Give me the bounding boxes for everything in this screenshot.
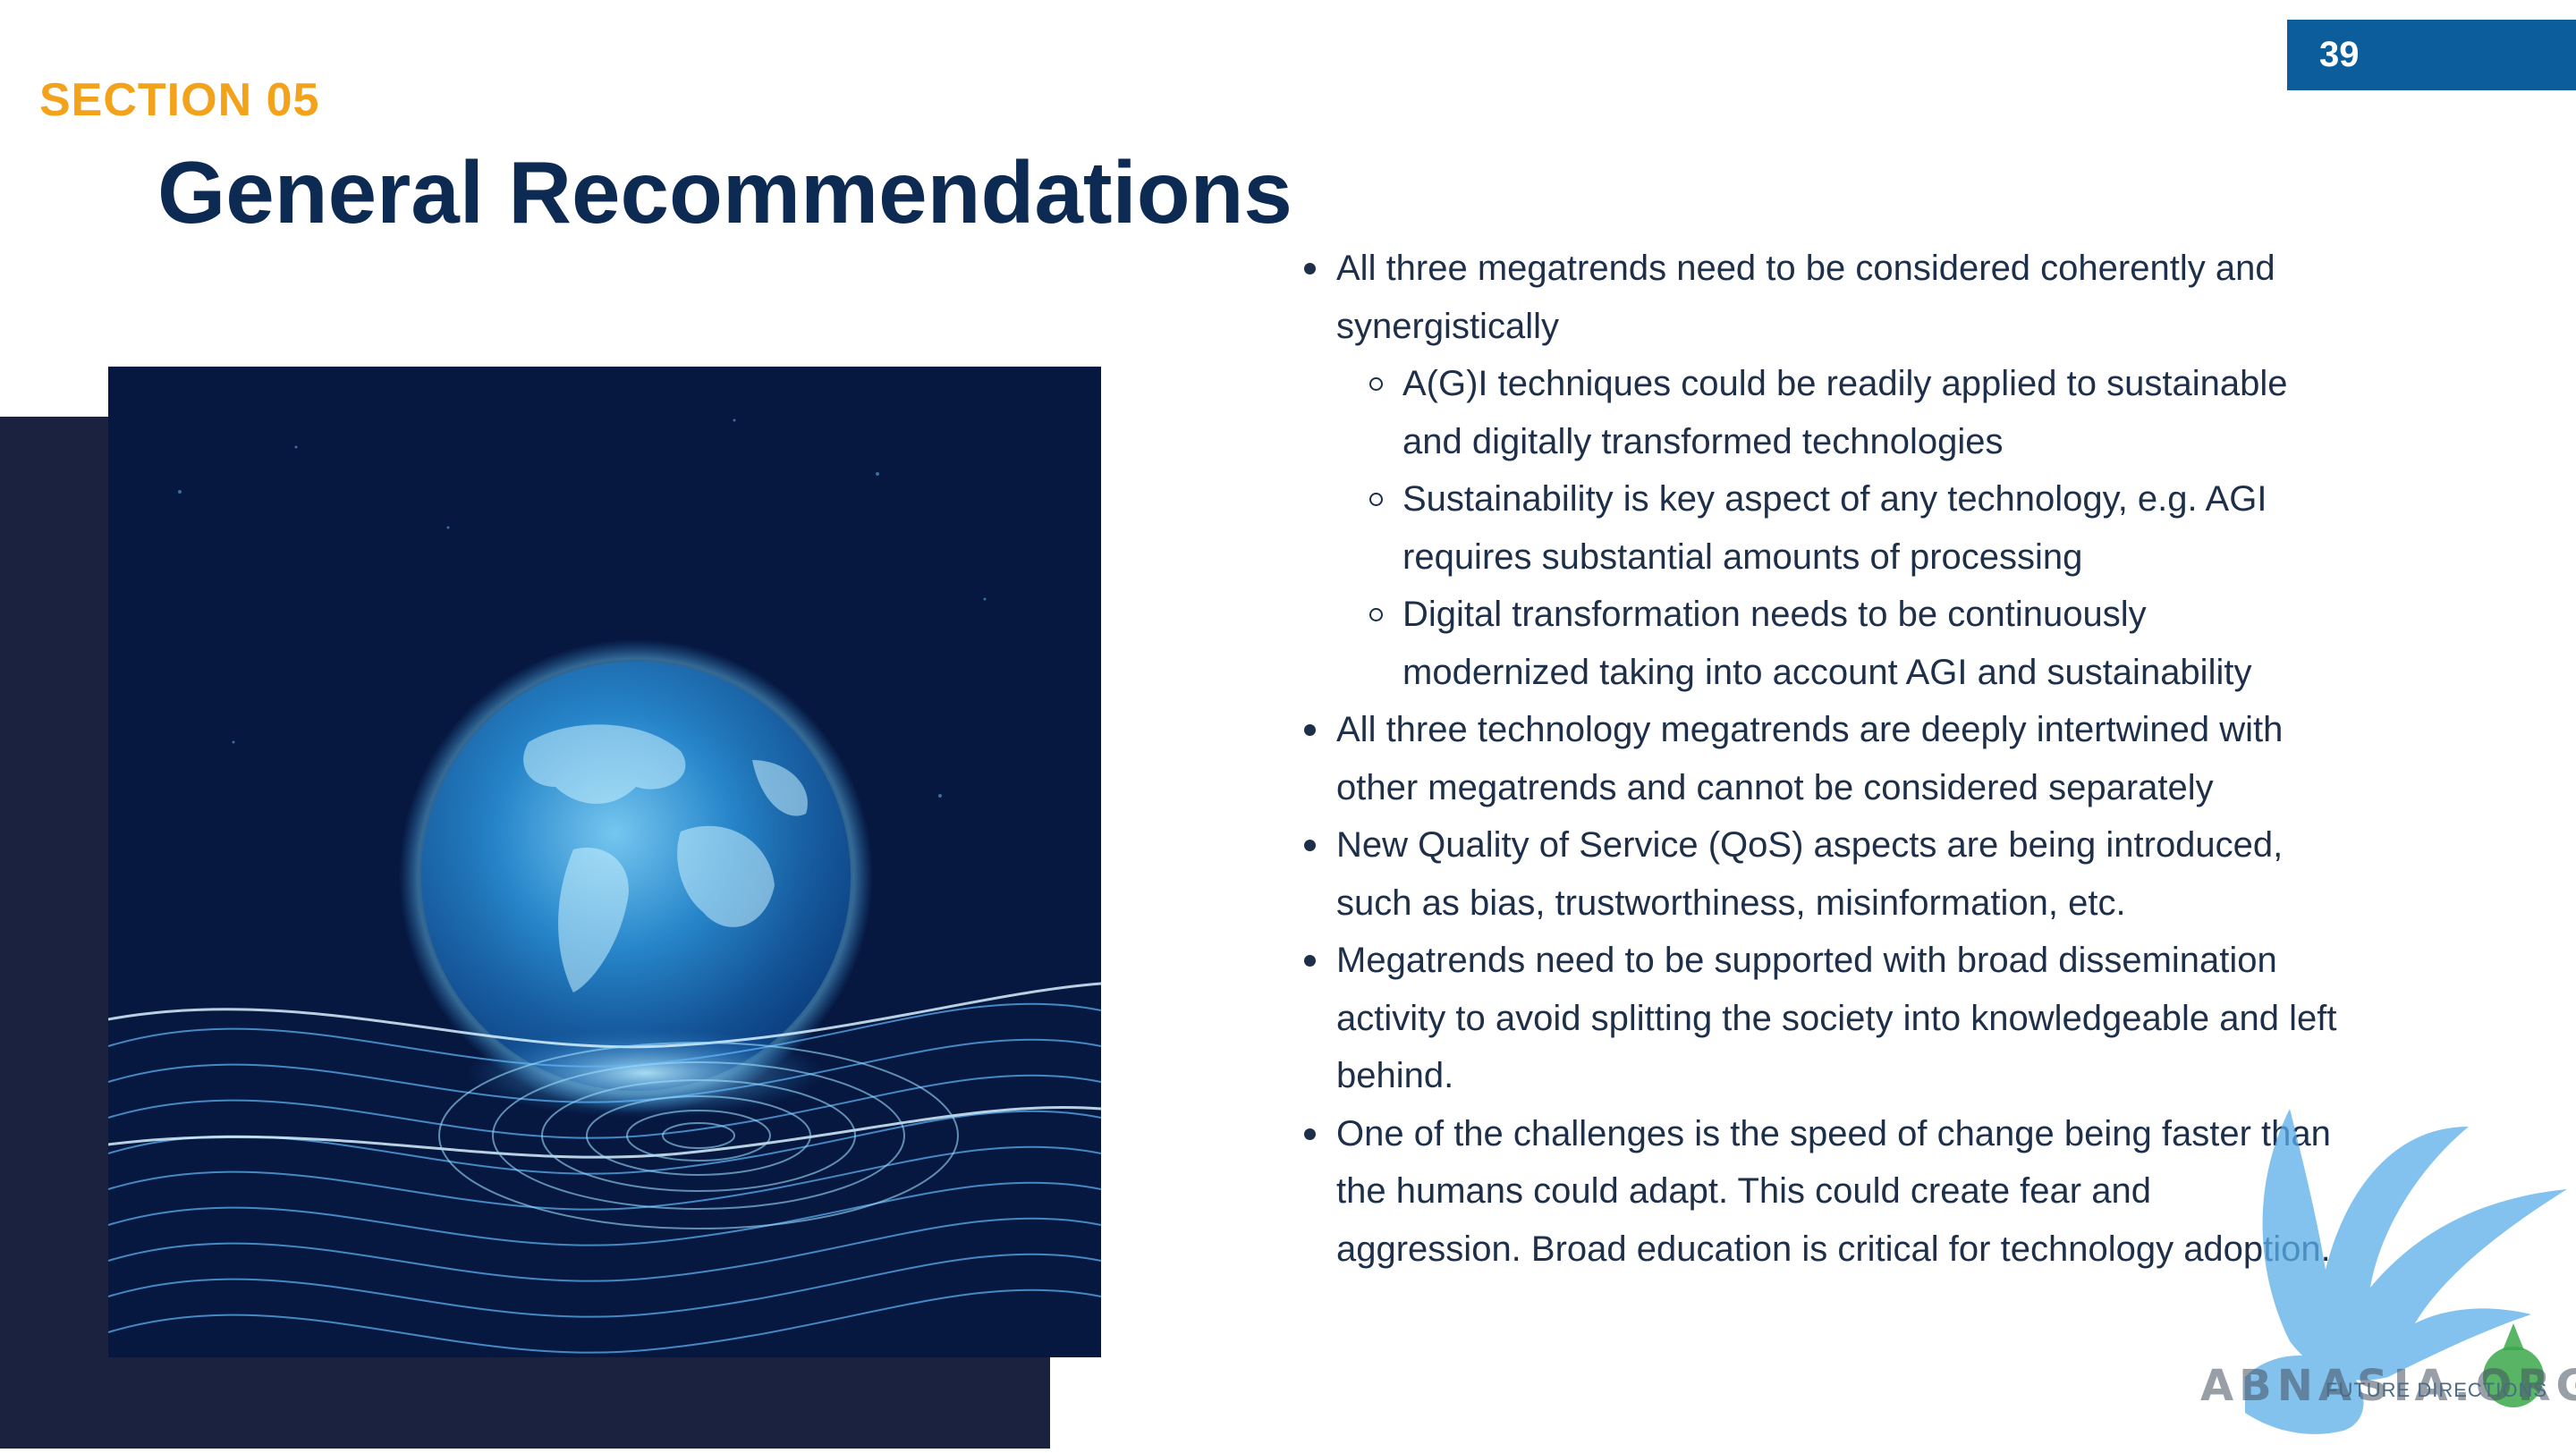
page-number: 39: [2319, 35, 2360, 74]
list-item-text: All three megatrends need to be consider…: [1336, 249, 2275, 346]
watermark-text: ABNASIA.ORG: [2200, 1361, 2576, 1411]
sub-list-item: Digital transformation needs to be conti…: [1369, 586, 2338, 701]
sub-list-item: Sustainability is key aspect of any tech…: [1369, 470, 2338, 586]
list-item: Megatrends need to be supported with bro…: [1304, 932, 2338, 1105]
list-item: All three megatrends need to be consider…: [1304, 240, 2338, 701]
recommendations-list: All three megatrends need to be consider…: [1304, 240, 2338, 1279]
section-label: SECTION 05: [39, 74, 320, 126]
list-item: One of the challenges is the speed of ch…: [1304, 1105, 2338, 1279]
list-item-text: All three technology megatrends are deep…: [1336, 710, 2284, 807]
sub-list: A(G)I techniques could be readily applie…: [1336, 355, 2338, 701]
globe-image: [108, 367, 1101, 1357]
slide-title: General Recommendations: [157, 143, 1292, 241]
sub-list-item: A(G)I techniques could be readily applie…: [1369, 355, 2338, 470]
sub-list-item-text: A(G)I techniques could be readily applie…: [1402, 364, 2288, 461]
list-item: All three technology megatrends are deep…: [1304, 701, 2338, 816]
sub-list-item-text: Digital transformation needs to be conti…: [1402, 595, 2252, 692]
list-item: New Quality of Service (QoS) aspects are…: [1304, 816, 2338, 932]
list-item-text: New Quality of Service (QoS) aspects are…: [1336, 825, 2284, 923]
sub-list-item-text: Sustainability is key aspect of any tech…: [1402, 479, 2267, 577]
list-item-text: Megatrends need to be supported with bro…: [1336, 941, 2337, 1095]
page-number-badge: 39: [2287, 20, 2576, 90]
list-item-text: One of the challenges is the speed of ch…: [1336, 1113, 2331, 1269]
watermark-subtext: FUTURE DIRECTIONS: [2326, 1379, 2547, 1401]
